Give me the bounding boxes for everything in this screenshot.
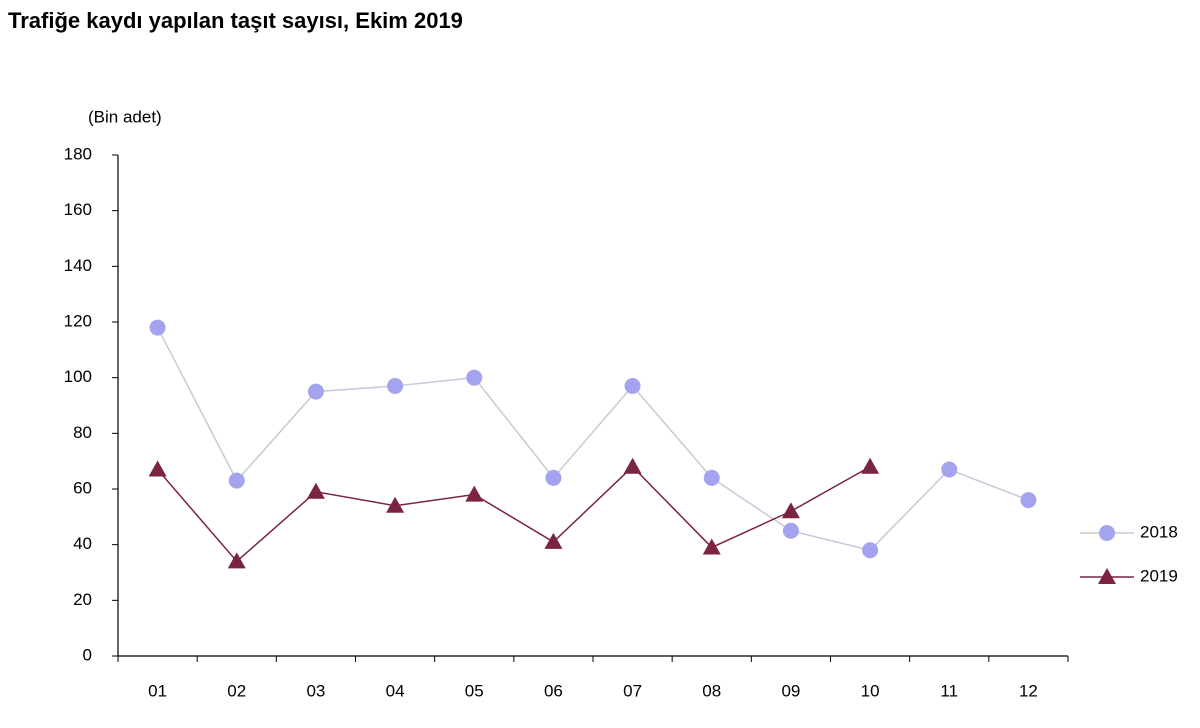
x-tick-label: 08 <box>702 681 721 700</box>
data-point <box>149 319 166 336</box>
legend-marker <box>1099 525 1115 541</box>
data-point <box>148 460 167 477</box>
legend-label: 2018 <box>1140 522 1178 541</box>
data-point <box>623 457 642 474</box>
y-tick-label: 120 <box>64 311 92 330</box>
x-tick-label: 11 <box>940 681 958 700</box>
data-point <box>941 461 958 478</box>
x-tick-label: 06 <box>544 681 563 700</box>
x-tick-label: 12 <box>1019 681 1038 700</box>
y-tick-label: 140 <box>64 256 92 275</box>
x-tick-label: 03 <box>306 681 325 700</box>
x-tick-label: 01 <box>148 681 167 700</box>
data-point <box>781 502 800 519</box>
y-tick-label: 80 <box>73 423 92 442</box>
data-point <box>387 378 404 395</box>
data-point <box>703 469 720 486</box>
chart-title: Trafiğe kaydı yapılan taşıt sayısı, Ekim… <box>8 8 463 33</box>
y-tick-label: 60 <box>73 478 92 497</box>
data-point <box>1020 492 1037 509</box>
x-tick-label: 04 <box>386 681 405 700</box>
y-axis-label: (Bin adet) <box>88 107 162 126</box>
legend-label: 2019 <box>1140 566 1178 585</box>
y-tick-label: 160 <box>64 200 92 219</box>
legend-marker <box>1098 568 1116 584</box>
data-point <box>227 552 246 569</box>
data-point <box>782 522 799 539</box>
series-line <box>156 327 1029 552</box>
data-point <box>386 496 405 513</box>
x-tick-label: 05 <box>465 681 484 700</box>
data-point <box>861 457 880 474</box>
data-point <box>466 369 483 386</box>
data-point <box>228 472 245 489</box>
x-tick-label: 10 <box>861 681 880 700</box>
y-tick-label: 20 <box>73 590 92 609</box>
data-point <box>624 378 641 395</box>
y-tick-label: 100 <box>64 367 92 386</box>
data-point <box>702 538 721 555</box>
y-tick-label: 0 <box>83 645 92 664</box>
x-tick-label: 09 <box>781 681 800 700</box>
x-tick-label: 02 <box>227 681 246 700</box>
data-point <box>862 542 879 559</box>
x-tick-label: 07 <box>623 681 642 700</box>
data-point <box>306 482 325 499</box>
data-point <box>545 469 562 486</box>
data-point <box>307 383 324 400</box>
y-tick-label: 40 <box>73 534 92 553</box>
series-line <box>157 465 871 563</box>
y-tick-label: 180 <box>64 144 92 163</box>
data-point <box>465 485 484 502</box>
data-point <box>544 532 563 549</box>
